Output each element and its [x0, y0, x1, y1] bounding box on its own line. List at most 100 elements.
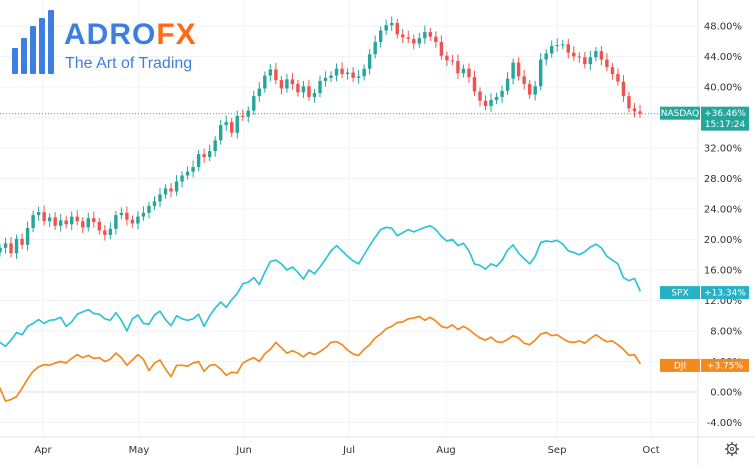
y-tick-label: 28.00% [704, 174, 742, 185]
candle [472, 70, 477, 96]
candle [81, 217, 85, 234]
dji-badge-name-box [660, 358, 700, 372]
candle-body [362, 68, 366, 77]
candle [555, 38, 559, 52]
candle-body [191, 167, 195, 172]
candle-body [538, 59, 543, 87]
candle [301, 80, 306, 99]
candle [401, 29, 405, 44]
y-tick-label: 20.00% [704, 235, 742, 246]
candle [428, 27, 433, 41]
candle-body [196, 154, 201, 168]
candle [285, 74, 289, 93]
logo-brand-left: ADRO [64, 18, 157, 51]
nasdaq-badge-value: +36.46% [704, 109, 746, 119]
candle-body [279, 80, 284, 89]
candle [196, 149, 201, 172]
candle-body [257, 88, 262, 97]
candle [42, 205, 46, 226]
candle-body [14, 238, 19, 254]
x-tick-label: May [129, 445, 150, 456]
candle-body [588, 57, 593, 65]
candle-body [213, 140, 217, 152]
spx-badge: SPX +13.34% [660, 286, 749, 300]
candle-body [202, 154, 206, 158]
candle [241, 109, 245, 121]
candle [423, 25, 427, 44]
candle [434, 31, 438, 48]
candle-body [246, 110, 250, 117]
candle-body [252, 96, 256, 111]
candle-body [53, 217, 57, 226]
candle-body [472, 77, 477, 92]
x-tick-label: Sep [548, 445, 567, 456]
candle [53, 212, 57, 230]
candle [483, 95, 488, 111]
candle [125, 206, 129, 226]
candle-body [125, 212, 129, 220]
candle [516, 57, 521, 81]
logo-tagline: The Art of Trading [65, 55, 193, 72]
candle [577, 52, 582, 63]
candle [185, 166, 190, 180]
candle-body [467, 68, 471, 78]
candle [494, 92, 499, 105]
candle-body [263, 75, 267, 89]
gear-icon[interactable] [724, 441, 740, 457]
candle [279, 75, 284, 95]
candle-body [36, 212, 41, 216]
candle-body [356, 76, 361, 78]
candle-body [47, 217, 52, 222]
candle [588, 50, 593, 70]
candle [456, 54, 460, 79]
candle [638, 104, 642, 118]
candle [351, 67, 355, 83]
candle [522, 69, 526, 90]
candle [594, 46, 598, 62]
candle-body [483, 100, 488, 107]
candle [64, 216, 68, 229]
candle [605, 53, 609, 72]
candle [263, 71, 267, 93]
candle [334, 63, 339, 82]
candle [158, 188, 162, 208]
dji-badge: DJI +3.75% [660, 358, 749, 372]
candle-body [527, 83, 532, 95]
candle [103, 225, 107, 241]
candle [406, 30, 410, 44]
candle [610, 62, 615, 80]
y-tick-label: 12.00% [704, 296, 742, 307]
candle [439, 35, 444, 60]
candle [632, 103, 637, 118]
candle-body [605, 59, 609, 68]
candle-body [108, 228, 113, 235]
y-tick-label: 48.00% [704, 22, 742, 33]
candle-body [439, 42, 444, 56]
candle [323, 71, 328, 87]
y-tick-label: 8.00% [710, 327, 742, 338]
candle-body [594, 51, 598, 58]
candle [550, 40, 554, 58]
candle [505, 72, 510, 96]
candle-body [152, 201, 157, 206]
candle-body [163, 188, 168, 195]
candle-body [158, 194, 162, 202]
candle-body [373, 42, 377, 55]
candle-body [174, 181, 179, 192]
candle [119, 207, 124, 220]
spx-badge-name-box [660, 286, 700, 300]
x-tick-label: Apr [34, 445, 52, 456]
candle-body [86, 218, 90, 228]
candle [114, 210, 118, 235]
series-line-dji [0, 315, 641, 402]
dji-badge-value-box [701, 358, 749, 372]
candle [561, 40, 565, 50]
candle [356, 69, 361, 84]
candle-body [241, 115, 245, 117]
candle-body [456, 61, 460, 74]
candle [163, 184, 168, 199]
candle-body [533, 86, 537, 95]
candle [621, 75, 626, 102]
candle-body [169, 188, 173, 192]
